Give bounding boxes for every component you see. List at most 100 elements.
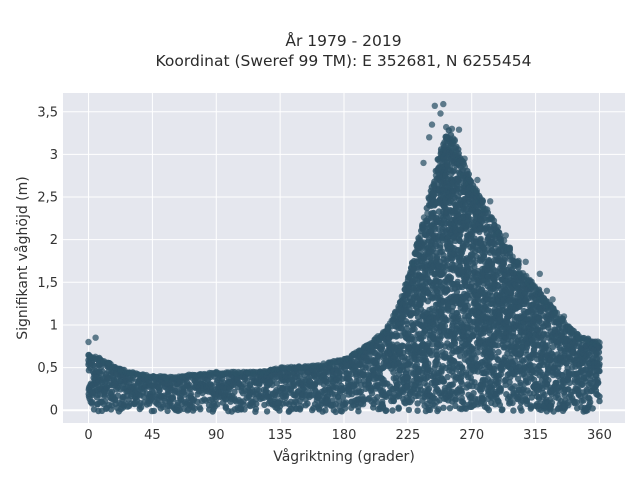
data-point <box>459 365 466 372</box>
data-point <box>548 402 555 409</box>
data-point <box>565 402 572 409</box>
data-point <box>472 355 479 362</box>
data-point <box>444 373 451 381</box>
data-point <box>544 320 551 327</box>
data-point <box>515 257 522 265</box>
x-tick-label: 315 <box>523 428 548 443</box>
data-point <box>209 408 216 415</box>
chart-title-line-1: År 1979 - 2019 <box>285 31 401 50</box>
data-point <box>517 379 524 387</box>
data-point <box>527 405 534 412</box>
data-point <box>411 326 418 333</box>
x-tick-label: 135 <box>268 428 293 443</box>
data-point <box>186 386 194 393</box>
data-point <box>137 404 145 411</box>
data-point <box>403 325 410 332</box>
data-point <box>425 385 433 392</box>
data-point <box>304 400 311 407</box>
data-point <box>596 355 603 362</box>
data-point <box>456 352 464 360</box>
data-point <box>169 394 177 401</box>
data-point <box>92 334 99 341</box>
data-point <box>357 388 365 395</box>
data-point <box>536 270 543 277</box>
data-point <box>506 379 513 386</box>
data-point <box>443 123 450 131</box>
data-point <box>541 391 548 399</box>
data-point <box>563 360 570 367</box>
x-tick-label: 90 <box>208 428 225 443</box>
data-point <box>340 393 347 401</box>
data-point <box>414 407 421 414</box>
data-point <box>431 102 438 110</box>
y-tick-label: 2 <box>50 233 58 248</box>
data-point <box>502 232 509 239</box>
data-point <box>150 407 158 415</box>
data-point <box>553 309 561 316</box>
data-point <box>405 374 412 381</box>
data-point <box>499 406 506 413</box>
data-point <box>575 334 582 341</box>
y-tick-label: 1 <box>50 318 58 333</box>
data-point <box>88 400 96 407</box>
data-point <box>440 100 447 108</box>
data-point <box>596 397 603 405</box>
data-point <box>494 342 501 349</box>
data-point <box>457 386 465 394</box>
data-point <box>500 260 507 267</box>
y-tick-label: 0 <box>50 404 58 419</box>
data-point <box>279 384 286 392</box>
data-point <box>406 290 414 297</box>
data-point <box>374 394 381 401</box>
data-point <box>523 397 530 405</box>
data-point <box>405 406 413 414</box>
data-point <box>517 404 524 411</box>
data-point <box>443 317 451 324</box>
data-point <box>595 367 602 375</box>
data-point <box>440 378 448 385</box>
data-point <box>489 348 496 355</box>
data-point <box>560 313 568 320</box>
x-tick-label: 360 <box>587 428 612 443</box>
y-axis-title: Signifikant våghöjd (m) <box>14 176 31 339</box>
x-tick-label: 180 <box>332 428 357 443</box>
data-point <box>540 336 547 344</box>
data-point <box>457 231 464 239</box>
data-point <box>390 369 397 376</box>
data-point <box>589 405 596 412</box>
data-point <box>487 198 494 205</box>
data-point <box>255 387 263 394</box>
data-point <box>451 338 458 346</box>
data-point <box>282 394 289 401</box>
x-tick-label: 45 <box>144 428 161 443</box>
data-point <box>496 385 504 392</box>
data-point <box>441 268 448 275</box>
data-point <box>85 338 92 346</box>
data-point <box>416 301 424 308</box>
y-tick-label: 3,5 <box>37 105 58 120</box>
data-point <box>524 291 531 298</box>
data-point <box>341 405 349 412</box>
data-point <box>252 405 260 413</box>
data-point <box>458 380 466 388</box>
data-point <box>474 349 481 356</box>
data-point <box>395 404 402 411</box>
data-point <box>428 340 436 348</box>
data-point <box>454 278 461 286</box>
data-point <box>296 373 303 380</box>
data-point <box>488 261 496 269</box>
data-point <box>587 398 594 406</box>
x-tick-label: 225 <box>395 428 420 443</box>
data-point <box>426 134 433 141</box>
data-point <box>481 328 489 335</box>
data-point <box>511 383 518 390</box>
data-point <box>596 339 603 346</box>
y-tick-label: 1,5 <box>37 276 58 291</box>
data-point <box>495 348 502 356</box>
data-point <box>455 126 463 133</box>
data-point <box>509 399 516 407</box>
data-point <box>440 404 447 411</box>
data-point <box>332 408 339 416</box>
data-point <box>437 110 444 117</box>
